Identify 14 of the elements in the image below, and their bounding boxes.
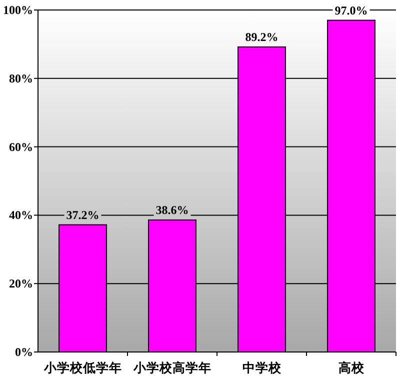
- data-label: 38.6%: [156, 202, 189, 217]
- y-tick-label: 60%: [9, 140, 33, 154]
- data-label: 37.2%: [66, 208, 100, 222]
- y-tick-label: 100%: [3, 3, 33, 17]
- x-tick-label: 高校: [338, 360, 366, 375]
- x-tick-label: 小学校低学年: [42, 360, 122, 375]
- y-tick-label: 80%: [9, 71, 33, 86]
- y-tick-label: 40%: [9, 208, 33, 222]
- data-label: 97.0%: [334, 3, 368, 18]
- x-tick-label: 中学校: [242, 360, 282, 375]
- y-tick-label: 0%: [15, 345, 33, 359]
- data-label: 89.2%: [245, 30, 278, 44]
- y-tick-label: 20%: [9, 276, 33, 291]
- x-tick-label: 小学校高学年: [132, 360, 212, 375]
